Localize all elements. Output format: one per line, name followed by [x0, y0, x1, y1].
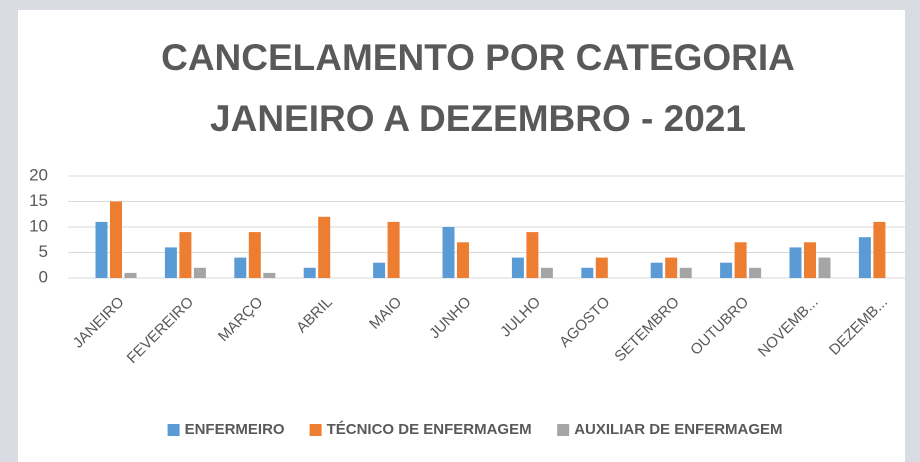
bar: [595, 257, 608, 278]
bar: [540, 267, 553, 278]
chart-title: JANEIRO A DEZEMBRO - 2021: [210, 98, 746, 139]
legend-swatch: [309, 424, 322, 436]
bar: [873, 221, 886, 278]
bar: [303, 267, 316, 278]
bar: [179, 232, 192, 278]
bar: [720, 262, 733, 278]
bar: [650, 262, 663, 278]
chart-title: CANCELAMENTO POR CATEGORIA: [161, 37, 795, 78]
bar: [511, 257, 524, 278]
y-tick-label: 15: [29, 191, 48, 210]
bar: [804, 242, 816, 278]
bar: [248, 232, 261, 278]
bar: [749, 267, 762, 278]
y-tick-label: 20: [29, 165, 48, 184]
bar: [124, 272, 137, 278]
bar: [263, 272, 276, 278]
bar: [387, 221, 400, 278]
legend-swatch: [557, 424, 570, 436]
bar: [373, 262, 386, 278]
bar: [318, 216, 331, 278]
bar: [164, 247, 177, 278]
bar: [457, 242, 469, 278]
legend-swatch: [167, 424, 180, 436]
bar: [442, 227, 455, 278]
bar: [234, 257, 247, 278]
bar: [110, 201, 122, 278]
bar: [581, 267, 594, 278]
bar: [526, 232, 539, 278]
bar: [665, 257, 678, 278]
bar: [734, 242, 747, 278]
bar: [818, 257, 831, 278]
bar: [858, 237, 871, 278]
legend-label: ENFERMEIRO: [185, 421, 285, 438]
chart-area: [18, 10, 905, 462]
bar: [193, 267, 206, 278]
y-tick-label: 10: [29, 216, 48, 235]
bar: [679, 267, 692, 278]
y-tick-label: 5: [39, 242, 48, 261]
legend-label: TÉCNICO DE ENFERMAGEM: [327, 421, 532, 438]
bar: [789, 247, 802, 278]
y-tick-label: 0: [39, 267, 48, 286]
bar: [95, 221, 108, 278]
legend-label: AUXILIAR DE ENFERMAGEM: [574, 421, 782, 438]
